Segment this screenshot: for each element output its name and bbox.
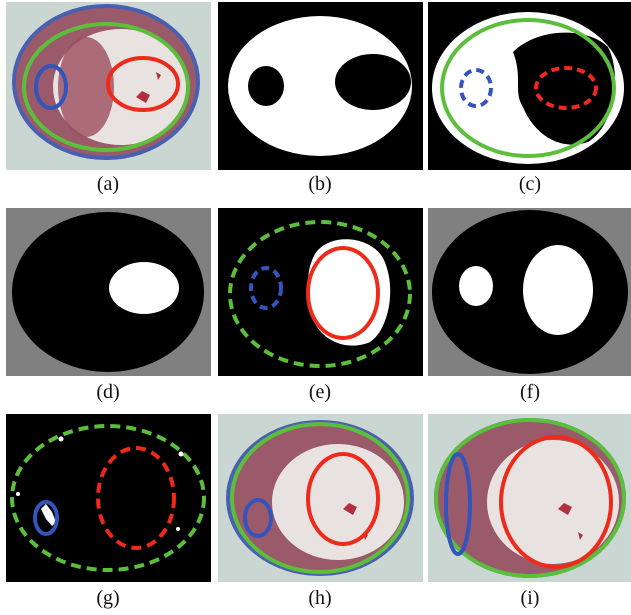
- panel-b: [218, 2, 423, 170]
- panel-label: (b): [308, 173, 331, 195]
- panel-label: (h): [308, 587, 331, 609]
- panel-label: (e): [309, 381, 331, 403]
- panel-label: (d): [96, 381, 119, 403]
- panel-c: [428, 2, 631, 170]
- panel-d: [6, 208, 211, 376]
- panel-f: [428, 208, 631, 376]
- panel-h: [218, 414, 423, 582]
- panel-e: [218, 208, 423, 376]
- panel-label: (a): [97, 173, 119, 195]
- panel-a: [6, 2, 211, 170]
- panel-label: (f): [520, 381, 540, 403]
- panel-g: [6, 414, 211, 582]
- panel-label: (c): [519, 173, 541, 195]
- panel-label: (g): [96, 587, 119, 609]
- figure: (a) (b) (c) (d) (e) (f): [0, 0, 631, 615]
- panel-label: (i): [521, 587, 540, 609]
- panel-i: [428, 414, 631, 582]
